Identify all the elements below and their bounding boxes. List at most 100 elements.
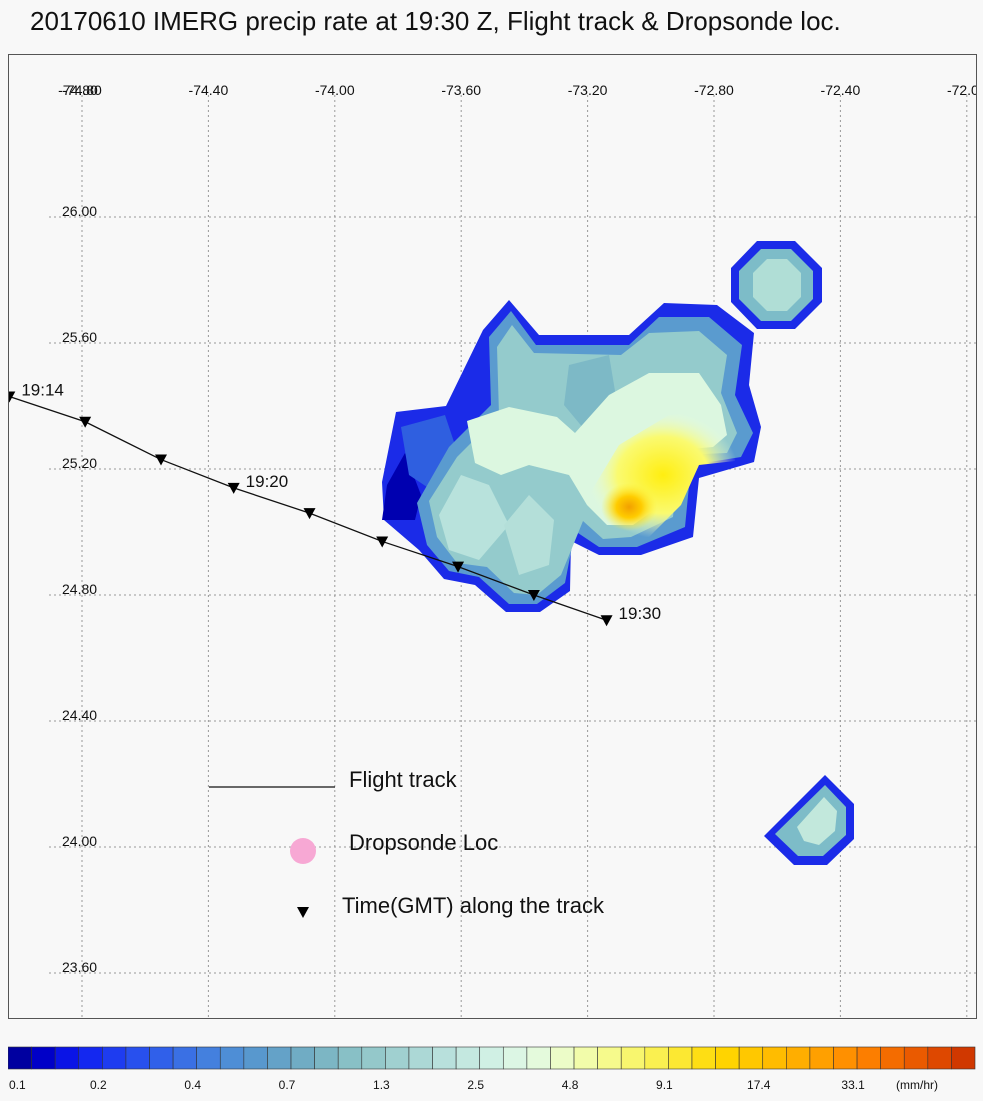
legend-flight-track-label: Flight track bbox=[349, 767, 458, 792]
colorbar-unit: (mm/hr) bbox=[896, 1078, 938, 1092]
colorbar-swatch bbox=[267, 1046, 292, 1070]
lon-tick-label: -73.20 bbox=[568, 82, 608, 98]
map-canvas: -74.80 -74.40 -74.00 -73.60 -73.20 -72.80 -72.… bbox=[9, 82, 976, 1018]
colorbar-tick-label: 0.1 bbox=[9, 1078, 26, 1092]
time-marker bbox=[452, 561, 465, 573]
lat-tick-label: 26.00 bbox=[62, 203, 97, 219]
lon-tick-label: -74.80 bbox=[62, 82, 102, 98]
map-title: 20170610 IMERG precip rate at 19:30 Z, F… bbox=[30, 6, 841, 36]
colorbar-swatch bbox=[833, 1046, 858, 1070]
legend-dropsonde-label: Dropsonde Loc bbox=[349, 830, 498, 855]
colorbar-tick-label: 0.2 bbox=[90, 1078, 107, 1092]
lat-tick-label: 24.00 bbox=[62, 833, 97, 849]
lon-tick-label: -74.40 bbox=[189, 82, 229, 98]
colorbar-swatch bbox=[361, 1046, 386, 1070]
colorbar-swatch bbox=[927, 1046, 952, 1070]
colorbar: 0.1 0.2 0.4 0.7 1.3 2.5 4.8 9.1 17.4 33.1 (mm/hr) bbox=[8, 1046, 976, 1092]
lon-tick-label-overlap: -74.80 bbox=[58, 82, 98, 98]
graticule-labels: -74.80 -74.40 -74.00 -73.60 -73.20 -72.80 -72.… bbox=[58, 82, 976, 975]
colorbar-swatch bbox=[196, 1046, 221, 1070]
time-marker-label: 19:20 bbox=[246, 472, 289, 491]
colorbar-swatch bbox=[455, 1046, 481, 1070]
colorbar-swatch bbox=[125, 1046, 150, 1070]
legend-time-marker-label: Time(GMT) along the track bbox=[342, 893, 605, 918]
map-panel[interactable]: -74.80 -74.40 -74.00 -73.60 -73.20 -72.80 -72.… bbox=[8, 54, 977, 1019]
colorbar-swatch bbox=[715, 1046, 740, 1070]
colorbar-swatch bbox=[738, 1046, 764, 1070]
colorbar-swatch bbox=[691, 1046, 716, 1070]
colorbar-swatch bbox=[573, 1046, 598, 1070]
colorbar-swatch bbox=[644, 1046, 669, 1070]
colorbar-swatch bbox=[809, 1046, 834, 1070]
lon-tick-label: -72.80 bbox=[694, 82, 734, 98]
colorbar-swatch bbox=[8, 1046, 32, 1070]
lat-tick-label: 23.60 bbox=[62, 959, 97, 975]
precip-cell-se-core bbox=[797, 797, 837, 845]
colorbar-swatch bbox=[502, 1046, 528, 1070]
colorbar-swatch bbox=[337, 1046, 363, 1070]
precip-paleteal-pocket bbox=[439, 475, 509, 560]
time-marker bbox=[155, 454, 167, 466]
colorbar-swatch bbox=[526, 1046, 551, 1070]
colorbar-tick-label: 9.1 bbox=[656, 1078, 673, 1092]
colorbar-tick-label: 4.8 bbox=[562, 1078, 579, 1092]
colorbar-swatch bbox=[172, 1046, 197, 1070]
colorbar-swatch bbox=[314, 1046, 339, 1070]
colorbar-swatch bbox=[620, 1046, 646, 1070]
time-marker bbox=[227, 482, 240, 494]
colorbar-tick-labels: 0.1 0.2 0.4 0.7 1.3 2.5 4.8 9.1 17.4 33.1 bbox=[9, 1078, 865, 1092]
colorbar-swatch bbox=[432, 1046, 457, 1070]
lon-tick-label: -74.00 bbox=[315, 82, 355, 98]
colorbar-swatch bbox=[856, 1046, 881, 1070]
colorbar-swatch bbox=[762, 1046, 787, 1070]
flight-track: 19:14 19:20 19:30 bbox=[9, 381, 661, 627]
lon-tick-label: -73.60 bbox=[441, 82, 481, 98]
colorbar-swatch bbox=[880, 1046, 905, 1070]
colorbar-swatch bbox=[951, 1046, 976, 1070]
colorbar-swatch bbox=[385, 1046, 410, 1070]
time-marker bbox=[79, 416, 92, 428]
lon-tick-label: -72.40 bbox=[821, 82, 861, 98]
colorbar-swatch bbox=[78, 1046, 103, 1070]
time-marker bbox=[303, 508, 316, 520]
precip-cell-ne-core bbox=[753, 259, 801, 311]
colorbar-swatch bbox=[54, 1046, 80, 1070]
time-marker-label: 19:30 bbox=[619, 604, 662, 623]
colorbar-swatch bbox=[903, 1046, 929, 1070]
precip-paleteal-pocket2 bbox=[504, 495, 554, 575]
colorbar-swatch bbox=[550, 1046, 575, 1070]
precip-max-hotspot bbox=[601, 483, 657, 531]
colorbar-swatch bbox=[219, 1046, 245, 1070]
colorbar-swatch bbox=[597, 1046, 622, 1070]
colorbar-tick-label: 17.4 bbox=[747, 1078, 771, 1092]
colorbar-swatch bbox=[479, 1046, 504, 1070]
colorbar-tick-label: 0.4 bbox=[184, 1078, 201, 1092]
legend: Flight track Dropsonde Loc Time(GMT) alo… bbox=[209, 767, 605, 918]
time-marker bbox=[527, 590, 540, 601]
colorbar-swatches bbox=[8, 1046, 976, 1070]
colorbar-swatch bbox=[243, 1046, 268, 1070]
colorbar-swatch bbox=[786, 1046, 811, 1070]
lat-tick-label: 24.40 bbox=[62, 707, 97, 723]
lat-tick-label: 25.20 bbox=[62, 455, 97, 471]
colorbar-swatch bbox=[290, 1046, 315, 1070]
lat-tick-label: 24.80 bbox=[62, 581, 97, 597]
legend-time-marker-icon bbox=[297, 907, 309, 918]
legend-dropsonde-marker bbox=[290, 838, 316, 864]
colorbar-tick-label: 2.5 bbox=[467, 1078, 484, 1092]
time-marker bbox=[9, 391, 16, 403]
lat-tick-label: 25.60 bbox=[62, 329, 97, 345]
colorbar-tick-label: 1.3 bbox=[373, 1078, 390, 1092]
precip-field bbox=[382, 241, 854, 865]
colorbar-swatch bbox=[31, 1046, 56, 1070]
colorbar-tick-label: 33.1 bbox=[841, 1078, 865, 1092]
colorbar-swatch bbox=[408, 1046, 433, 1070]
colorbar-swatch bbox=[102, 1046, 127, 1070]
time-marker-label: 19:14 bbox=[21, 381, 64, 400]
time-marker bbox=[376, 536, 389, 548]
colorbar-swatch bbox=[149, 1046, 174, 1070]
time-marker bbox=[600, 615, 613, 627]
lon-tick-label: -72.00 bbox=[947, 82, 976, 98]
colorbar-swatch bbox=[668, 1046, 693, 1070]
colorbar-tick-label: 0.7 bbox=[279, 1078, 296, 1092]
